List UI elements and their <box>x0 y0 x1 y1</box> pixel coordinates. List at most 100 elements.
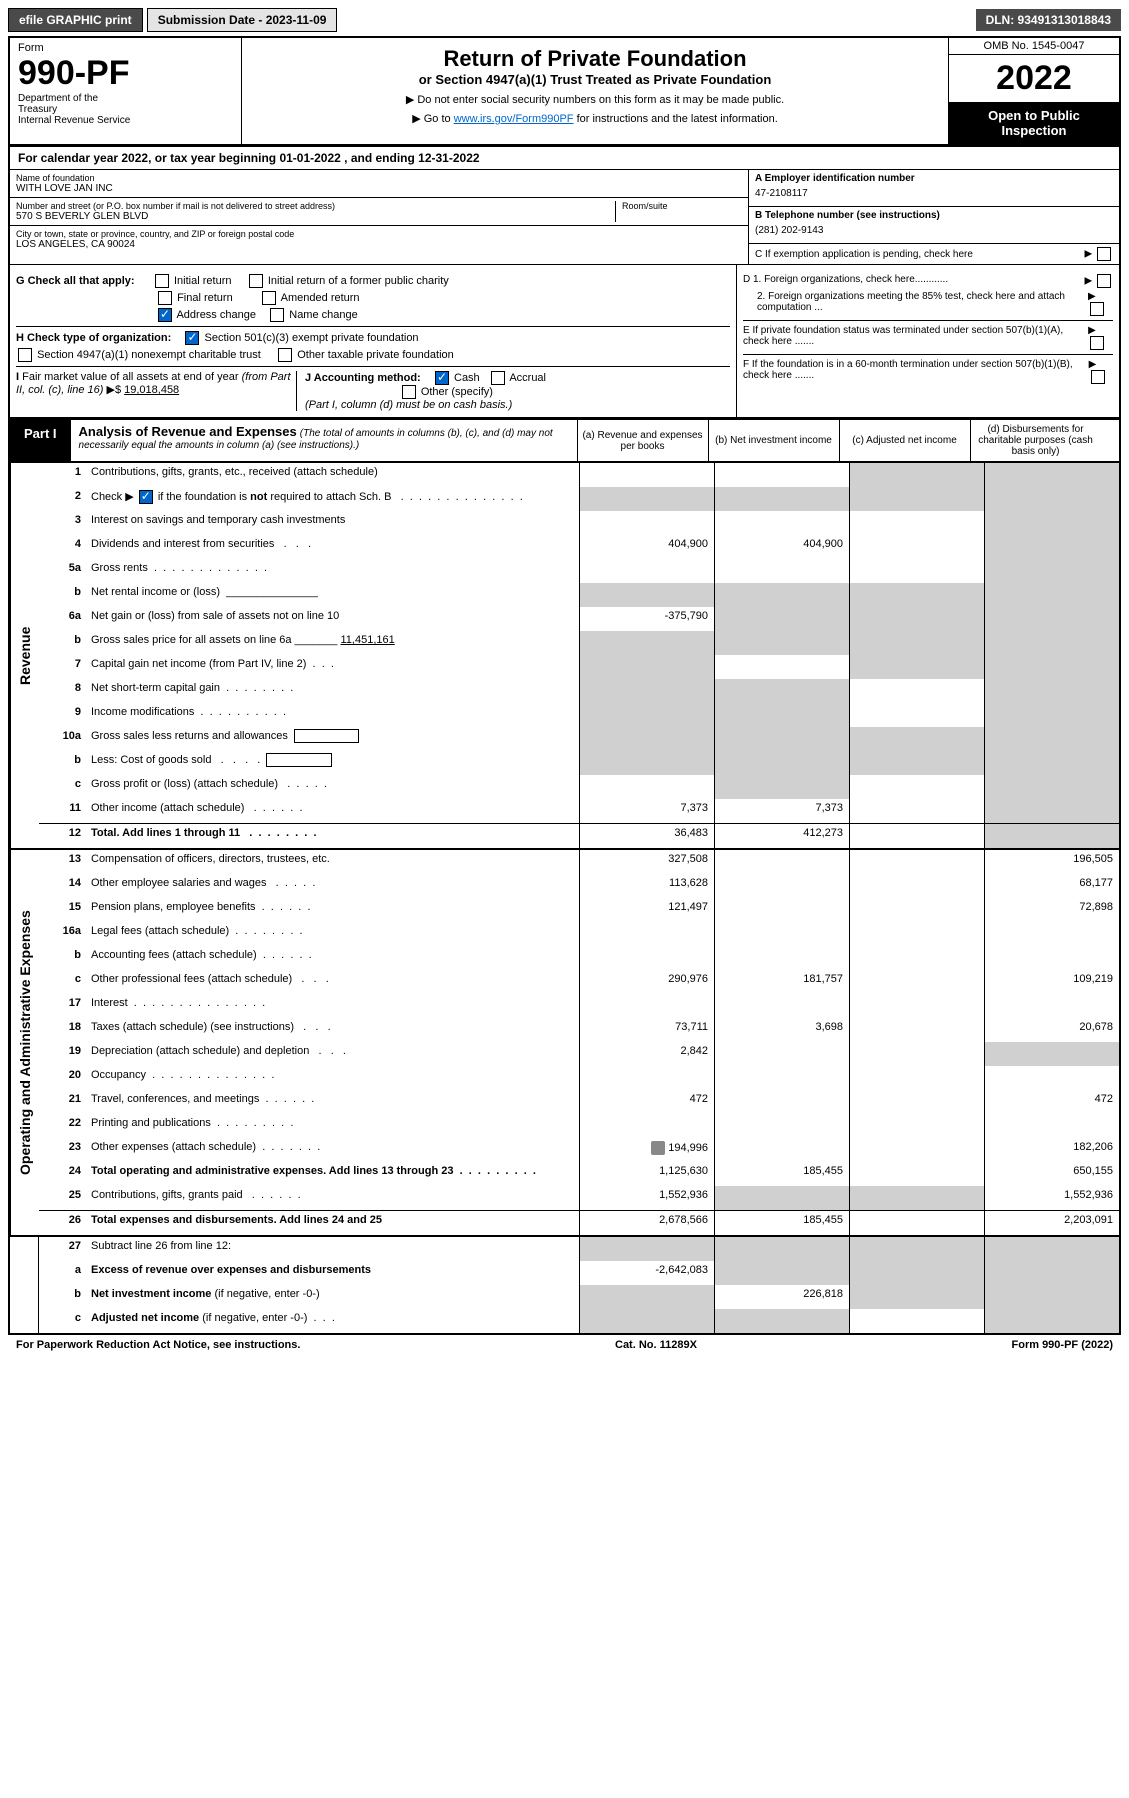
col-d-value <box>984 703 1119 727</box>
line-description: Gross profit or (loss) (attach schedule)… <box>87 775 579 799</box>
4947-chk[interactable] <box>18 348 32 362</box>
line-number: 23 <box>39 1138 87 1162</box>
col-a-value: -2,642,083 <box>579 1261 714 1285</box>
table-row: 19Depreciation (attach schedule) and dep… <box>39 1042 1119 1066</box>
e-label: E If private foundation status was termi… <box>743 325 1088 350</box>
line-description: Other professional fees (attach schedule… <box>87 970 579 994</box>
d2-chk[interactable] <box>1090 302 1104 316</box>
col-d-header: (d) Disbursements for charitable purpose… <box>970 420 1101 461</box>
table-row: bNet investment income (if negative, ent… <box>39 1285 1119 1309</box>
col-c-value <box>849 487 984 511</box>
line-description: Legal fees (attach schedule) . . . . . .… <box>87 922 579 946</box>
addr-label: Number and street (or P.O. box number if… <box>16 201 615 211</box>
col-a-value <box>579 679 714 703</box>
efile-button[interactable]: efile GRAPHIC print <box>8 8 143 32</box>
line-description: Dividends and interest from securities .… <box>87 535 579 559</box>
line-description: Net short-term capital gain . . . . . . … <box>87 679 579 703</box>
line-description: Other expenses (attach schedule) . . . .… <box>87 1138 579 1162</box>
form-link[interactable]: www.irs.gov/Form990PF <box>454 113 574 125</box>
col-b-value: 412,273 <box>714 824 849 848</box>
col-a-value <box>579 655 714 679</box>
line-description: Taxes (attach schedule) (see instruction… <box>87 1018 579 1042</box>
col-b-value <box>714 1261 849 1285</box>
col-b-value <box>714 994 849 1018</box>
line-number: 2 <box>39 487 87 511</box>
form-number: 990-PF <box>18 54 233 93</box>
checkbox-section: G Check all that apply: Initial return I… <box>8 265 1121 420</box>
line-description: Total operating and administrative expen… <box>87 1162 579 1186</box>
f-chk[interactable] <box>1091 370 1105 384</box>
line-number: 11 <box>39 799 87 823</box>
col-a-value <box>579 1114 714 1138</box>
line-number: 17 <box>39 994 87 1018</box>
table-row: 6aNet gain or (loss) from sale of assets… <box>39 607 1119 631</box>
col-d-value <box>984 559 1119 583</box>
table-row: cAdjusted net income (if negative, enter… <box>39 1309 1119 1333</box>
expenses-side-label: Operating and Administrative Expenses <box>10 850 39 1235</box>
line-description: Check ▶ if the foundation is not require… <box>87 487 579 511</box>
e-chk[interactable] <box>1090 336 1104 350</box>
col-a-value <box>579 631 714 655</box>
col-d-value <box>984 1261 1119 1285</box>
col-c-value <box>849 751 984 775</box>
line-description: Gross sales less returns and allowances <box>87 727 579 751</box>
col-c-value <box>849 463 984 487</box>
other-taxable-chk[interactable] <box>278 348 292 362</box>
line-number: 24 <box>39 1162 87 1186</box>
j-cash: Cash <box>454 372 480 384</box>
main-title: Return of Private Foundation <box>250 46 940 72</box>
table-row: 27Subtract line 26 from line 12: <box>39 1237 1119 1261</box>
amended-return-chk[interactable] <box>262 291 276 305</box>
name-change-chk[interactable] <box>270 308 284 322</box>
line-number: 25 <box>39 1186 87 1210</box>
col-a-value <box>579 1285 714 1309</box>
col-a-value: 1,552,936 <box>579 1186 714 1210</box>
c-checkbox[interactable] <box>1097 247 1111 261</box>
initial-return-chk[interactable] <box>155 274 169 288</box>
col-b-value <box>714 1237 849 1261</box>
form-header: Form 990-PF Department of theTreasuryInt… <box>8 36 1121 147</box>
initial-public-chk[interactable] <box>249 274 263 288</box>
col-c-value <box>849 898 984 922</box>
line-description: Total expenses and disbursements. Add li… <box>87 1211 579 1235</box>
col-b-value <box>714 655 849 679</box>
ein-value: 47-2108117 <box>755 184 1113 203</box>
col-b-value <box>714 850 849 874</box>
col-c-header: (c) Adjusted net income <box>839 420 970 461</box>
line-description: Accounting fees (attach schedule) . . . … <box>87 946 579 970</box>
table-row: 8Net short-term capital gain . . . . . .… <box>39 679 1119 703</box>
cash-chk[interactable] <box>435 371 449 385</box>
col-b-value <box>714 946 849 970</box>
line-number: 22 <box>39 1114 87 1138</box>
table-row: 13Compensation of officers, directors, t… <box>39 850 1119 874</box>
col-c-value <box>849 535 984 559</box>
attachment-icon[interactable] <box>651 1141 665 1155</box>
accrual-chk[interactable] <box>491 371 505 385</box>
line-number: 12 <box>39 824 87 848</box>
d1-chk[interactable] <box>1097 274 1111 288</box>
col-a-value: 290,976 <box>579 970 714 994</box>
city-label: City or town, state or province, country… <box>16 229 742 239</box>
col-b-value <box>714 583 849 607</box>
col-c-value <box>849 1042 984 1066</box>
table-row: 25Contributions, gifts, grants paid . . … <box>39 1186 1119 1210</box>
line-description: Contributions, gifts, grants paid . . . … <box>87 1186 579 1210</box>
col-a-value <box>579 487 714 511</box>
foundation-addr: 570 S BEVERLY GLEN BLVD <box>16 211 615 222</box>
col-c-value <box>849 1309 984 1333</box>
col-a-value: 404,900 <box>579 535 714 559</box>
501c3-chk[interactable] <box>185 331 199 345</box>
table-row: 9Income modifications . . . . . . . . . … <box>39 703 1119 727</box>
col-c-value <box>849 583 984 607</box>
final-return-chk[interactable] <box>158 291 172 305</box>
other-chk[interactable] <box>402 385 416 399</box>
table-row: 18Taxes (attach schedule) (see instructi… <box>39 1018 1119 1042</box>
address-change-chk[interactable] <box>158 308 172 322</box>
line-description: Contributions, gifts, grants, etc., rece… <box>87 463 579 487</box>
revenue-side-label: Revenue <box>10 463 39 848</box>
part1-title: Analysis of Revenue and Expenses <box>79 424 297 439</box>
col-d-value <box>984 631 1119 655</box>
col-b-value <box>714 1042 849 1066</box>
line-number: c <box>39 1309 87 1333</box>
line-number: 16a <box>39 922 87 946</box>
